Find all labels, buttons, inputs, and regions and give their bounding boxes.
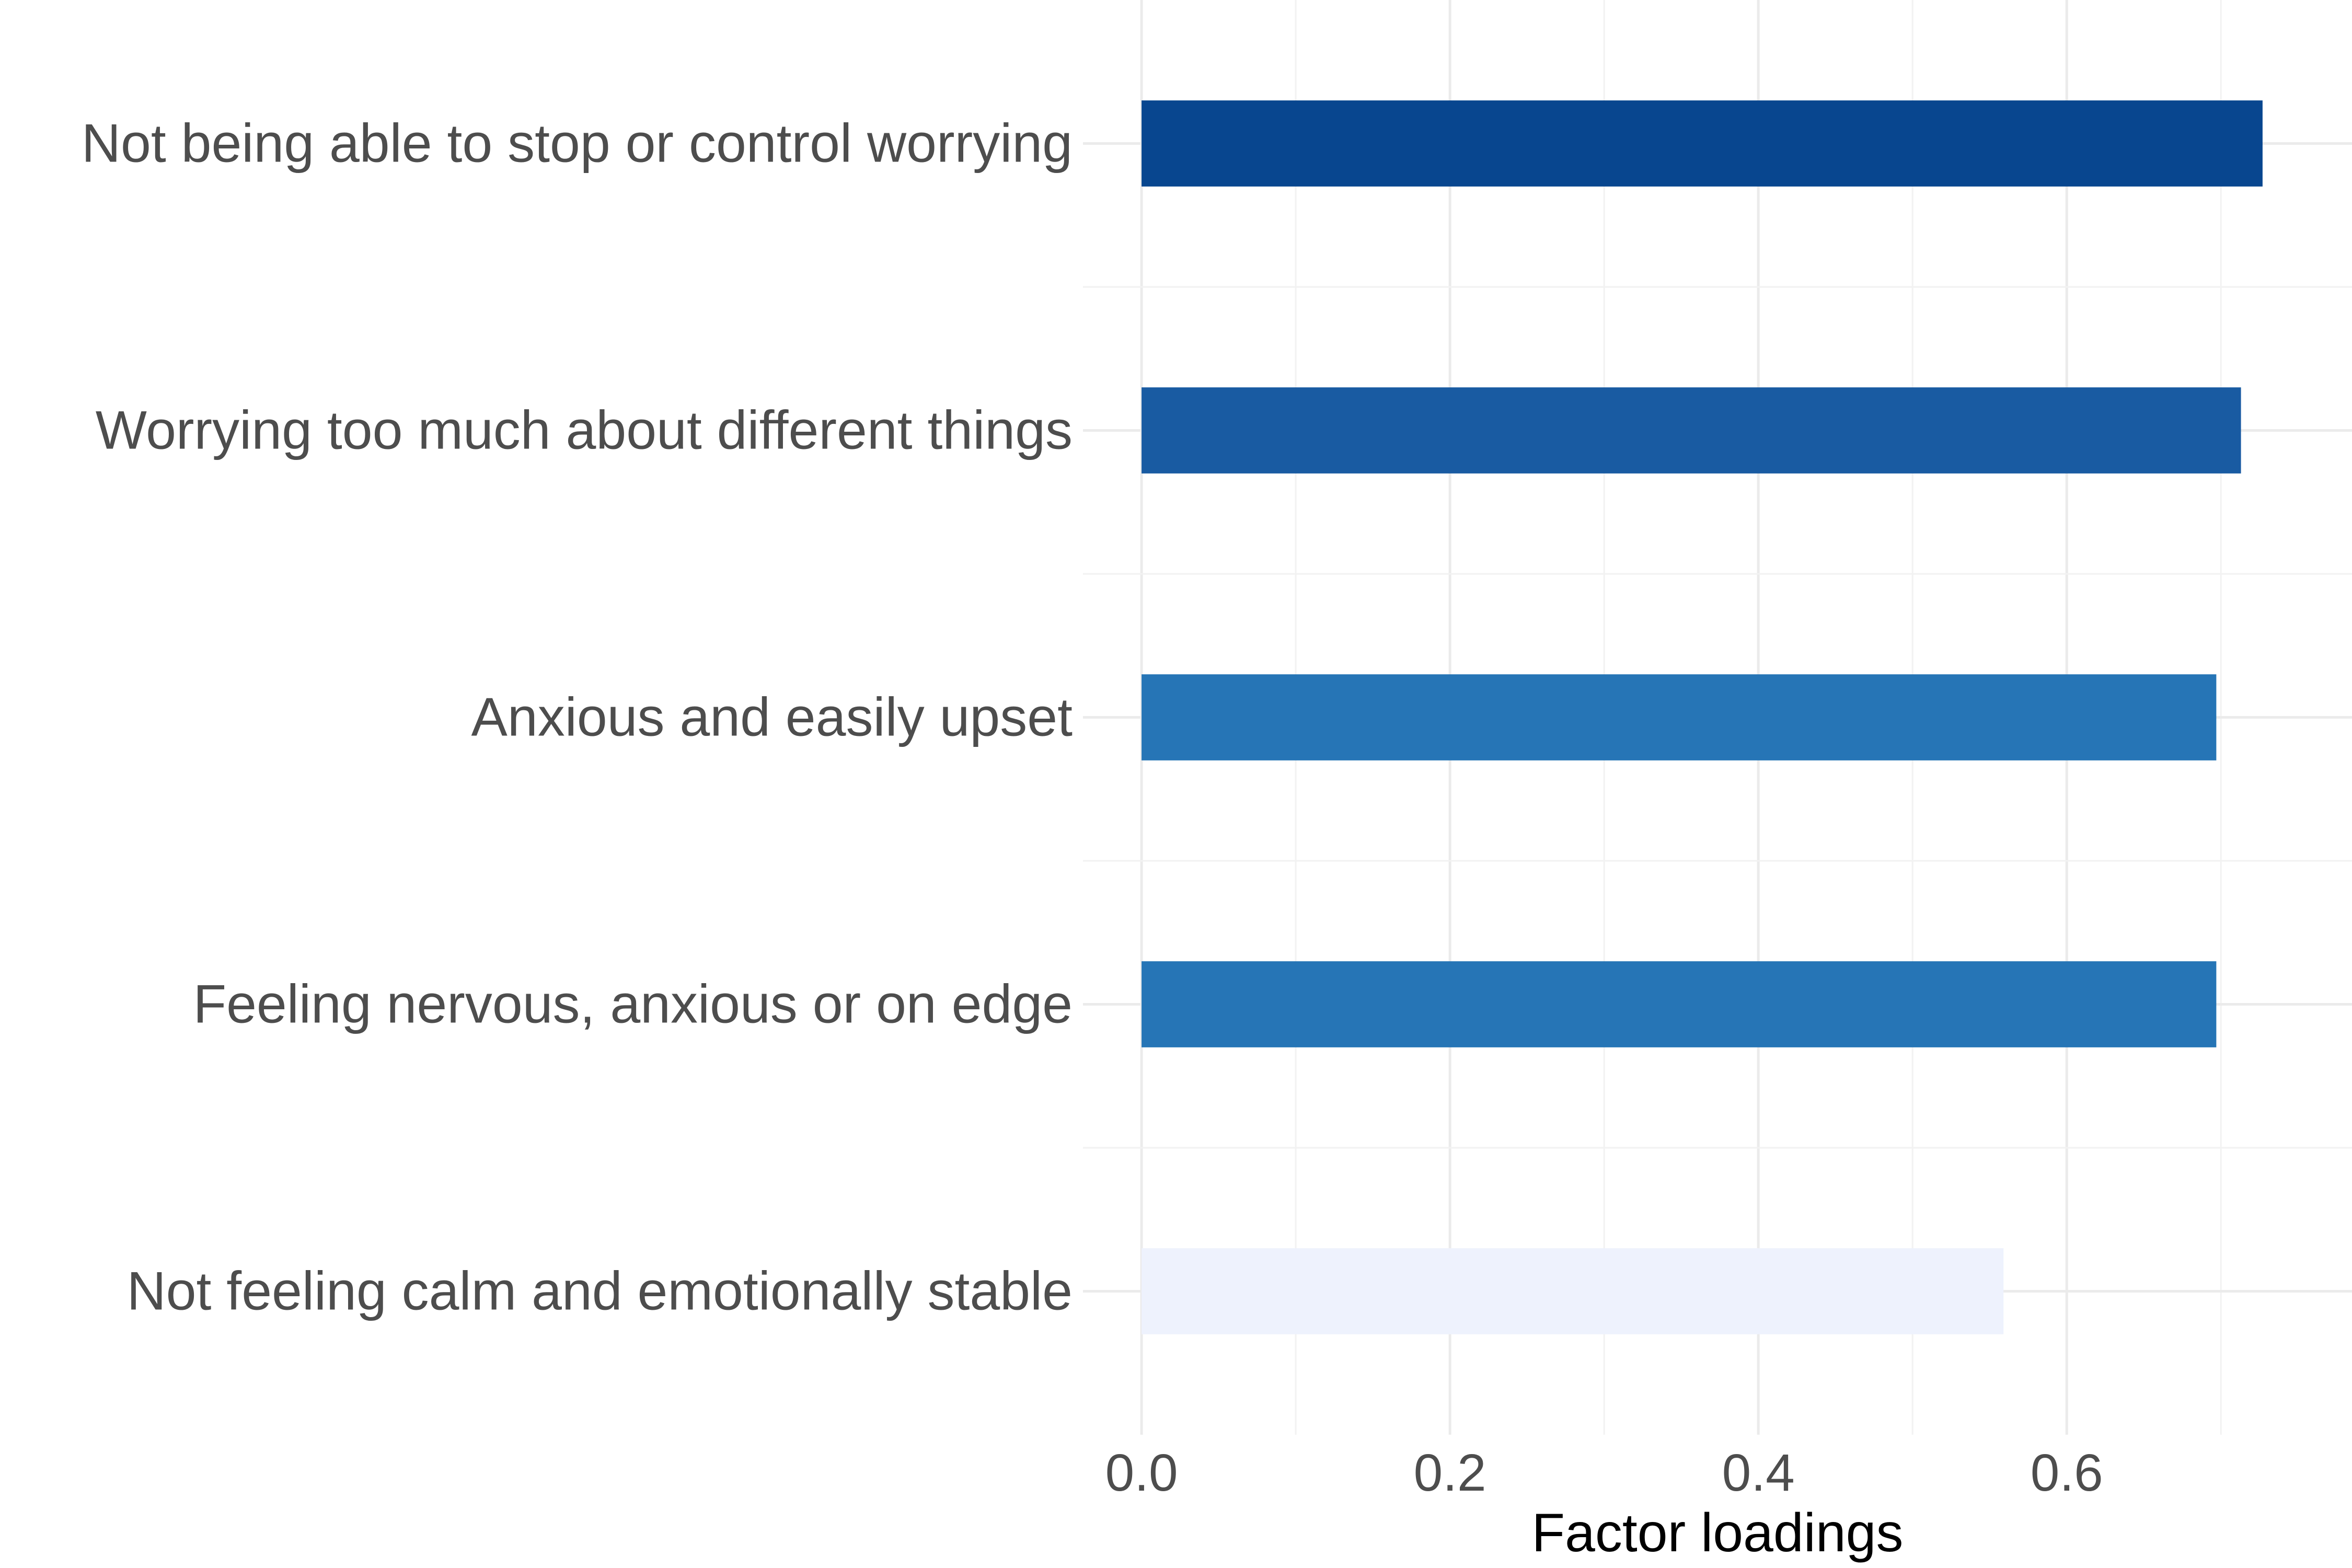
bar-1	[1142, 100, 2263, 187]
category-label-1: Not being able to stop or control worryi…	[82, 113, 1073, 174]
x-tick-label-1: 0.0	[1105, 1444, 1178, 1502]
x-tick-label-4: 0.6	[2031, 1444, 2103, 1502]
bar-5	[1142, 1248, 2004, 1334]
category-label-2: Worrying too much about different things	[96, 400, 1073, 461]
x-tick-label-2: 0.2	[1414, 1444, 1486, 1502]
bar-2	[1142, 387, 2241, 474]
x-tick-label-layer: 0.0 0.2 0.4 0.6	[1105, 1444, 2103, 1502]
category-label-5: Not feeling calm and emotionally stable	[127, 1261, 1073, 1322]
bar-3	[1142, 674, 2217, 760]
bar-layer	[1142, 100, 2263, 1334]
category-label-3: Anxious and easily upset	[471, 687, 1073, 748]
category-label-4: Feeling nervous, anxious or on edge	[193, 974, 1073, 1035]
x-axis-title: Factor loadings	[1531, 1503, 1903, 1563]
bar-4	[1142, 961, 2217, 1047]
x-tick-label-3: 0.4	[1722, 1444, 1795, 1502]
category-label-layer: Not being able to stop or control worryi…	[82, 113, 1073, 1322]
